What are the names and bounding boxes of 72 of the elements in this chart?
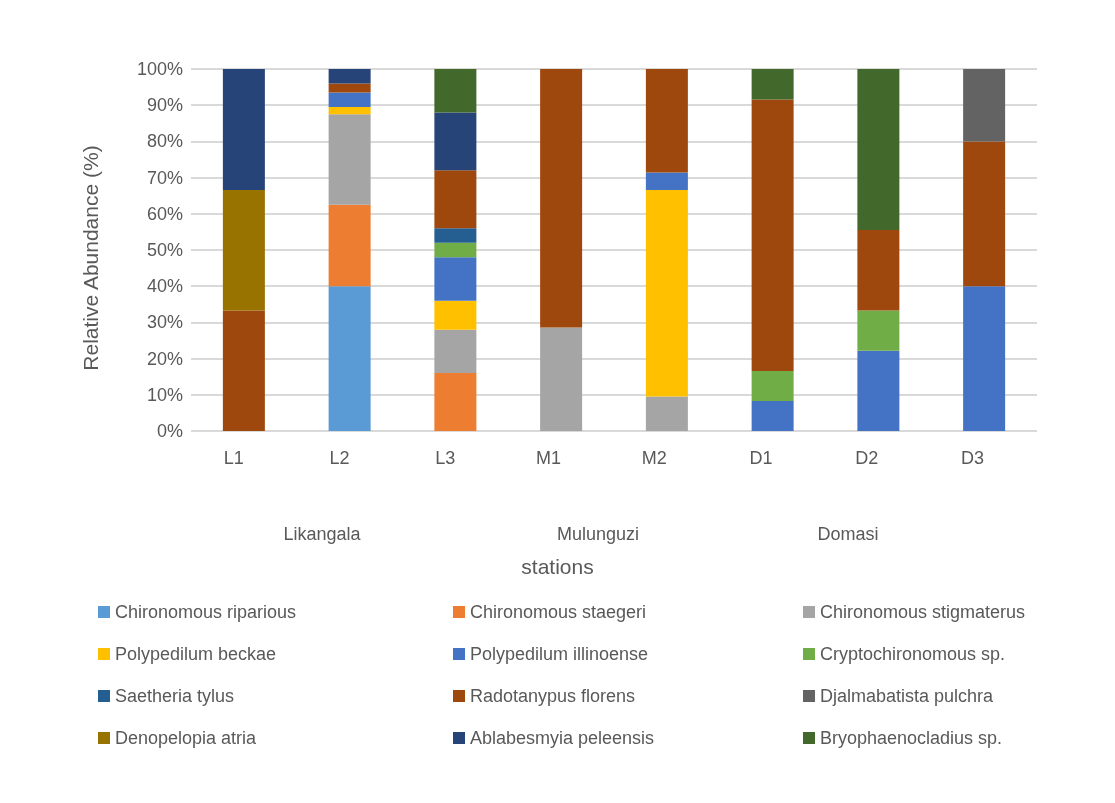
x-tick-label: D3	[961, 448, 985, 468]
x-tick-label: L1	[223, 448, 244, 468]
x-tick-label: L2	[329, 448, 350, 468]
bar	[328, 204, 371, 287]
bar	[434, 242, 477, 258]
x-tick-label: M1	[536, 448, 562, 468]
legend-label: Chironomous riparious	[115, 602, 297, 622]
bar	[645, 172, 688, 190]
bar	[434, 300, 477, 330]
bar	[645, 396, 688, 431]
text: Domasi	[817, 524, 879, 544]
legend-label: Ablabesmyia peleensis	[470, 728, 655, 748]
legend-label: Chironomous stigmaterus	[820, 602, 1026, 622]
bar	[751, 400, 794, 431]
bar	[751, 370, 794, 401]
legend-label: Bryophaenocladius sp.	[820, 728, 1003, 748]
text: Mulunguzi	[556, 524, 640, 544]
y-tick-label: 60%	[146, 203, 183, 224]
x-tick-label: L3	[435, 448, 456, 468]
bar	[328, 83, 371, 93]
legend-label: Polypedilum beckae	[115, 644, 277, 664]
bar	[328, 107, 371, 115]
bar	[645, 69, 688, 173]
legend-label: Radotanypus florens	[470, 686, 636, 706]
bar	[963, 69, 1006, 142]
legend-label: Denopelopia atria	[115, 728, 258, 748]
y-tick-label: 100%	[136, 59, 183, 79]
legend-label: Cryptochironomous sp.	[820, 644, 1006, 664]
y-tick-label: 20%	[146, 348, 183, 369]
bar	[857, 69, 900, 231]
bar	[434, 373, 477, 431]
bar	[222, 189, 265, 311]
bar	[434, 170, 477, 229]
y-axis-title: Relative Abundance (%)	[79, 145, 102, 371]
x-axis-title: stations	[521, 555, 594, 578]
legend-label: Polypedilum illinoense	[470, 644, 649, 664]
y-tick-label: 80%	[146, 131, 183, 152]
bar	[751, 99, 794, 371]
bar	[857, 350, 900, 431]
y-tick-label: 10%	[146, 384, 183, 405]
bar	[328, 286, 371, 431]
bar	[434, 69, 477, 113]
bar	[645, 189, 688, 397]
bar	[857, 230, 900, 311]
x-tick-label: D1	[749, 448, 773, 468]
y-tick-label: 0%	[156, 421, 183, 441]
bar	[434, 329, 477, 374]
bar	[222, 310, 265, 431]
bar	[328, 114, 371, 205]
y-tick-label: 40%	[146, 276, 183, 297]
bar	[328, 69, 371, 84]
bar	[857, 310, 900, 351]
y-tick-label: 50%	[146, 240, 183, 260]
bar	[751, 69, 794, 100]
legend-label: Djalmabatista pulchra	[820, 686, 995, 706]
bar	[434, 112, 477, 171]
legend-label: Chironomous staegeri	[470, 602, 647, 622]
legend-label: Saetheria tylus	[115, 686, 235, 706]
bar	[434, 257, 477, 301]
bar	[963, 141, 1006, 287]
y-tick-label: 90%	[146, 95, 183, 116]
y-tick-label: 30%	[146, 312, 183, 333]
x-tick-label: D2	[855, 448, 879, 468]
bar	[222, 69, 265, 190]
text: Likangala	[283, 524, 362, 544]
bar	[540, 327, 583, 431]
y-tick-label: 70%	[146, 167, 183, 188]
x-tick-label: M2	[641, 448, 667, 468]
bar	[328, 92, 371, 108]
bar	[963, 286, 1006, 431]
bar	[434, 228, 477, 243]
bar	[540, 69, 583, 328]
